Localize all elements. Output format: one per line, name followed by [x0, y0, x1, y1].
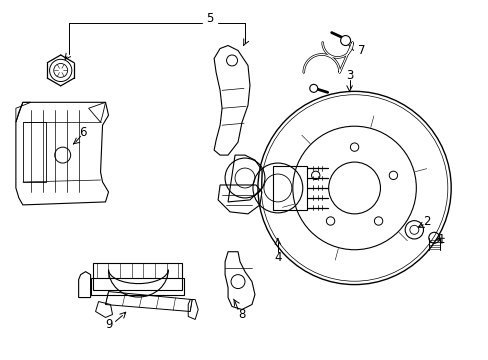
- Text: 7: 7: [357, 44, 365, 57]
- Text: 4: 4: [274, 251, 281, 264]
- Text: 5: 5: [206, 12, 213, 25]
- Text: 2: 2: [423, 215, 430, 228]
- Circle shape: [309, 84, 317, 92]
- Text: 6: 6: [79, 126, 86, 139]
- Circle shape: [340, 36, 350, 45]
- Text: 3: 3: [345, 69, 352, 82]
- Text: 1: 1: [437, 233, 444, 246]
- Text: 9: 9: [104, 318, 112, 331]
- Text: 8: 8: [238, 308, 245, 321]
